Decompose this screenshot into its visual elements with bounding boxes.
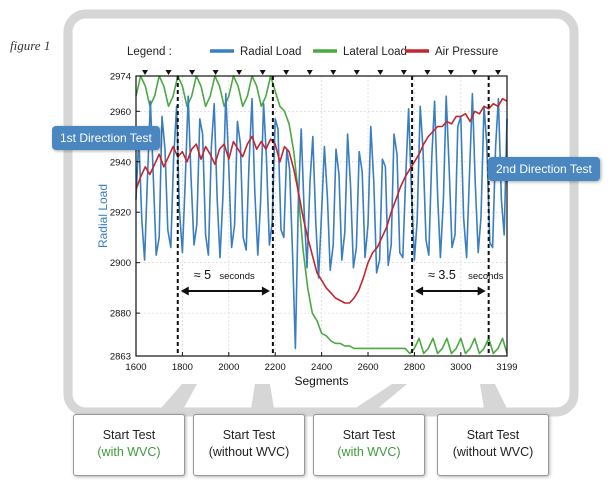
legend-title: Legend :	[127, 46, 172, 58]
marker-layer: ≈ 5 seconds ≈ 3.5 seconds	[176, 76, 504, 356]
top-tick-13	[447, 70, 454, 75]
series-lateral-load-line	[135, 75, 508, 355]
start-test-box-1: Start Test (with WVC)	[73, 414, 185, 476]
y-tick-label-4: 2940	[110, 157, 131, 168]
start-test-box-3-line2: (with WVC)	[337, 445, 401, 459]
callout-1st-direction: 1st Direction Test	[52, 126, 160, 150]
legend-label-1: Lateral Load	[343, 46, 407, 58]
series-radial-load-line	[135, 92, 508, 350]
x-tick-label-0: 1600	[125, 362, 146, 373]
top-tick-14	[471, 70, 478, 75]
top-tick-1	[165, 70, 172, 75]
duration-label-0: ≈ 5	[194, 268, 211, 282]
start-test-box-3: Start Test (with WVC)	[313, 414, 425, 476]
x-tick-label-5: 2600	[357, 362, 378, 373]
y-tick-label-3: 2920	[110, 208, 131, 219]
x-axis-label: Segments	[294, 374, 348, 388]
top-tick-10	[377, 70, 384, 75]
y-tick-label-5: 2960	[110, 107, 131, 118]
top-tick-7	[306, 70, 313, 75]
callout-2nd-direction: 2nd Direction Test	[488, 157, 600, 181]
start-test-box-4-line1: Start Test	[466, 428, 520, 442]
x-tick-label-6: 2800	[404, 362, 425, 373]
top-tick-6	[283, 70, 290, 75]
legend: Legend : Radial Load Lateral Load Air Pres…	[127, 46, 498, 58]
top-tick-11	[400, 70, 407, 75]
top-tick-15	[495, 70, 501, 75]
top-tick-8	[330, 70, 337, 75]
x-tick-label-2: 2000	[218, 362, 239, 373]
top-tick-0	[142, 70, 148, 75]
y-tick-label-6: 2974	[110, 72, 131, 83]
top-tick-2	[189, 70, 196, 75]
x-tick-label-1: 1800	[172, 362, 193, 373]
duration-arrowhead-right-1	[477, 286, 486, 296]
x-tick-label-4: 2400	[311, 362, 332, 373]
x-tick-label-8: 3199	[496, 362, 517, 373]
figure-label: figure 1	[10, 38, 51, 53]
top-tick-5	[259, 70, 266, 75]
box-tail-4	[480, 384, 510, 415]
x-tick-label-3: 2200	[265, 362, 286, 373]
duration-arrowhead-left-1	[415, 286, 424, 296]
duration-arrowhead-right-0	[261, 286, 270, 296]
y-tick-label-2: 2900	[110, 258, 131, 269]
box-tail-1	[155, 384, 197, 415]
axis-layer: 1600 1800 2000 2200 2400 2600 2800 3000 3199 2863…	[96, 70, 518, 388]
start-test-box-1-line2: (with WVC)	[97, 445, 161, 459]
start-test-box-4: Start Test (without WVC)	[437, 414, 549, 476]
start-test-box-4-line2: (without WVC)	[452, 445, 534, 459]
legend-label-2: Air Pressure	[435, 46, 498, 58]
series-air-pressure-line	[135, 97, 508, 304]
box-tail-2	[250, 384, 275, 415]
x-tick-label-7: 3000	[450, 362, 471, 373]
duration-unit-0: seconds	[219, 271, 255, 282]
start-test-box-1-line1: Start Test	[102, 428, 156, 442]
series-layer	[135, 75, 508, 355]
duration-arrowhead-left-0	[180, 286, 189, 296]
y-tick-label-0: 2863	[110, 352, 131, 363]
start-test-box-2-line2: (without WVC)	[208, 445, 290, 459]
start-test-box-2: Start Test (without WVC)	[193, 414, 305, 476]
box-tail-3	[345, 384, 407, 415]
duration-label-1: ≈ 3.5	[428, 268, 456, 282]
legend-label-0: Radial Load	[240, 46, 301, 58]
top-tick-3	[212, 70, 219, 75]
top-tick-9	[353, 70, 360, 75]
top-tick-4	[236, 70, 243, 75]
y-axis-label: Radial Load	[96, 184, 110, 248]
y-tick-label-1: 2880	[110, 309, 131, 320]
duration-unit-1: seconds	[468, 271, 504, 282]
start-test-box-3-line1: Start Test	[342, 428, 396, 442]
top-tick-12	[424, 70, 431, 75]
start-test-box-2-line1: Start Test	[222, 428, 276, 442]
